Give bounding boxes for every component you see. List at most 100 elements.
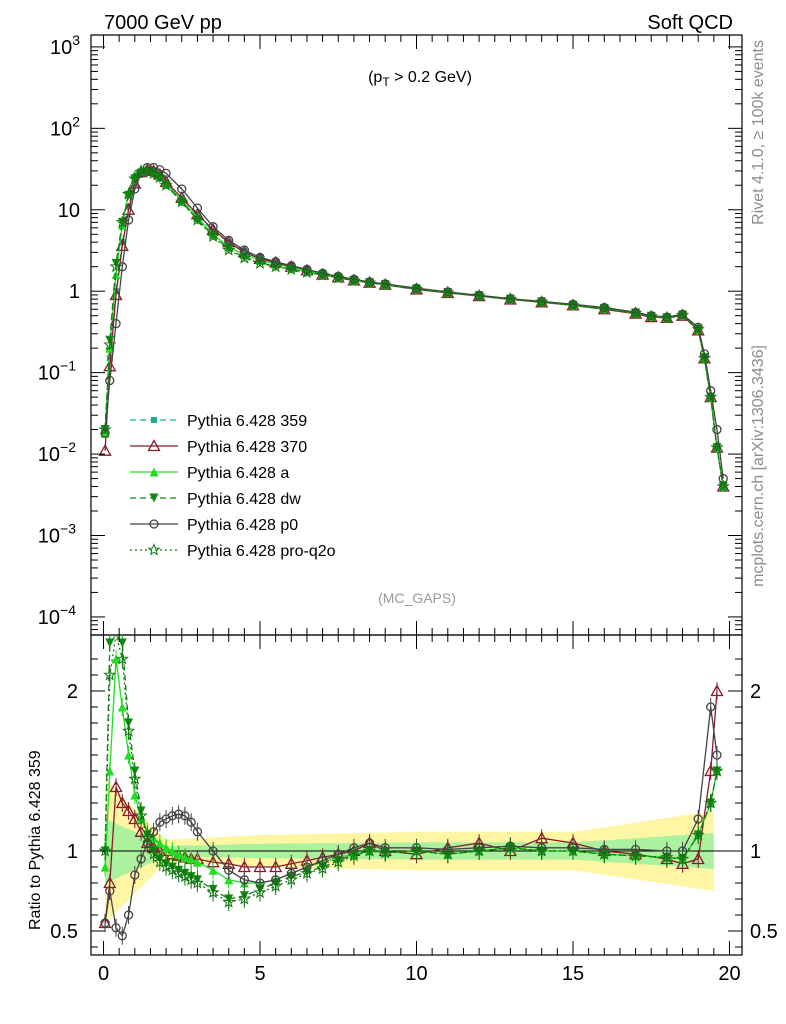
main-point-0-4 xyxy=(125,203,132,210)
main-ytick-label-4: 10−1 xyxy=(38,358,76,385)
ratio-point-3-0 xyxy=(100,918,110,928)
ratio-point-4-17 xyxy=(222,895,236,908)
ratio-point-4-33 xyxy=(566,844,580,857)
header-right-title: Soft QCD xyxy=(647,12,733,34)
legend-label-1: Pythia 6.428 370 xyxy=(187,439,307,456)
ratio-point-4-11 xyxy=(165,863,179,876)
main-point-5-30 xyxy=(566,298,580,311)
ratio-point-1-0 xyxy=(100,862,110,872)
ratio-point-1-17 xyxy=(224,875,234,885)
ratio-series-line-2 xyxy=(104,633,718,900)
mcplots-label: mcplots.cern.ch [arXiv:1306.3436] xyxy=(750,345,767,587)
main-point-5-1 xyxy=(103,337,117,351)
ratio-point-4-9 xyxy=(153,855,167,868)
main-point-5-14 xyxy=(222,243,236,256)
main-point-5-29 xyxy=(535,294,549,308)
rivet-version-label: Rivet 4.1.0, ≥ 100k events xyxy=(750,40,767,225)
main-point-4-5 xyxy=(130,184,140,194)
main-point-5-23 xyxy=(362,275,377,289)
main-point-5-28 xyxy=(503,292,517,305)
ratio-point-1-13 xyxy=(180,852,190,862)
ratio-point-4-23 xyxy=(316,861,330,875)
legend-label-2: Pythia 6.428 a xyxy=(187,465,289,482)
main-point-5-8 xyxy=(147,166,161,179)
main-point-5-13 xyxy=(206,229,220,243)
main-point-5-16 xyxy=(253,256,267,269)
main-point-5-24 xyxy=(378,277,392,291)
main-ytick-label-3: 1 xyxy=(69,281,80,303)
main-point-2-2 xyxy=(111,270,121,280)
ratio-series-layer xyxy=(98,633,724,945)
main-point-5-40 xyxy=(716,479,730,493)
main-point-4-18 xyxy=(286,261,296,271)
main-point-5-10 xyxy=(159,178,173,191)
ratio-point-4-31 xyxy=(503,840,517,854)
ratio-point-1-10 xyxy=(161,843,171,853)
main-point-5-32 xyxy=(629,306,643,319)
main-point-4-12 xyxy=(192,203,203,213)
main-point-4-1 xyxy=(105,375,115,386)
ratio-xtick-label-3: 15 xyxy=(562,963,584,985)
ratio-point-4-18 xyxy=(237,892,251,905)
ratio-point-0-19 xyxy=(253,860,267,873)
ratio-xtick-label-2: 10 xyxy=(405,963,427,985)
ratio-point-4-22 xyxy=(300,866,314,879)
main-point-3-13 xyxy=(208,231,218,241)
main-point-5-27 xyxy=(472,288,486,302)
main-point-5-35 xyxy=(675,308,690,321)
main-point-5-37 xyxy=(697,351,712,364)
main-ytick-label-1: 102 xyxy=(50,113,80,140)
legend-marker-2 xyxy=(149,467,159,477)
legend-marker-4 xyxy=(149,519,159,529)
main-point-4-39 xyxy=(712,424,722,435)
ratio-point-4-3 xyxy=(115,652,129,665)
ratio-ytick-label-left-1: 1 xyxy=(67,841,78,863)
main-point-1-1 xyxy=(103,359,117,372)
main-point-5-39 xyxy=(710,440,724,454)
ratio-point-4-5 xyxy=(128,772,142,785)
main-point-5-19 xyxy=(300,265,314,279)
main-point-5-2 xyxy=(109,259,123,273)
ratio-point-3-40 xyxy=(712,750,722,760)
legend-marker-3 xyxy=(149,493,159,503)
ratio-point-3-39 xyxy=(706,702,716,712)
ratio-point-4-37 xyxy=(675,852,690,865)
main-point-5-12 xyxy=(190,212,204,226)
main-point-5-36 xyxy=(691,322,705,335)
header-left-title: 7000 GeV pp xyxy=(104,12,222,34)
main-point-5-3 xyxy=(115,215,129,228)
main-point-4-10 xyxy=(161,168,171,179)
main-ytick-label-7: 10−4 xyxy=(38,602,76,629)
ratio-ytick-label-right-2: 2 xyxy=(750,681,761,703)
ratio-point-4-10 xyxy=(159,860,173,873)
ratio-point-4-15 xyxy=(190,876,204,889)
main-point-4-11 xyxy=(177,184,187,194)
main-point-5-17 xyxy=(269,259,283,273)
ratio-point-3-8 xyxy=(148,827,159,837)
main-point-5-20 xyxy=(316,268,330,281)
main-point-4-7 xyxy=(142,162,152,173)
ratio-point-0-5 xyxy=(128,812,142,825)
ratio-point-4-1 xyxy=(103,668,117,681)
ratio-point-3-2 xyxy=(111,923,121,933)
ratio-point-4-40 xyxy=(710,764,724,777)
ratio-point-4-19 xyxy=(253,885,267,899)
ratio-point-3-5 xyxy=(130,870,140,880)
ratio-xtick-label-1: 5 xyxy=(254,963,265,985)
ratio-point-1-3 xyxy=(117,702,127,712)
ratio-point-3-14 xyxy=(186,817,196,827)
legend-label-5: Pythia 6.428 pro-q2o xyxy=(187,543,336,560)
ratio-point-4-26 xyxy=(362,844,377,857)
ratio-point-1-14 xyxy=(186,854,196,864)
ratio-point-4-34 xyxy=(597,847,611,860)
ratio-point-3-17 xyxy=(224,865,234,875)
ratio-point-4-39 xyxy=(704,796,718,809)
ratio-point-3-18 xyxy=(239,875,250,885)
ratio-point-3-11 xyxy=(167,811,178,821)
watermark-label: (MC_GAPS) xyxy=(378,590,456,606)
main-point-4-8 xyxy=(148,162,159,173)
main-point-5-33 xyxy=(644,309,658,323)
ratio-point-1-2 xyxy=(111,654,121,664)
main-point-3-8 xyxy=(149,170,159,180)
